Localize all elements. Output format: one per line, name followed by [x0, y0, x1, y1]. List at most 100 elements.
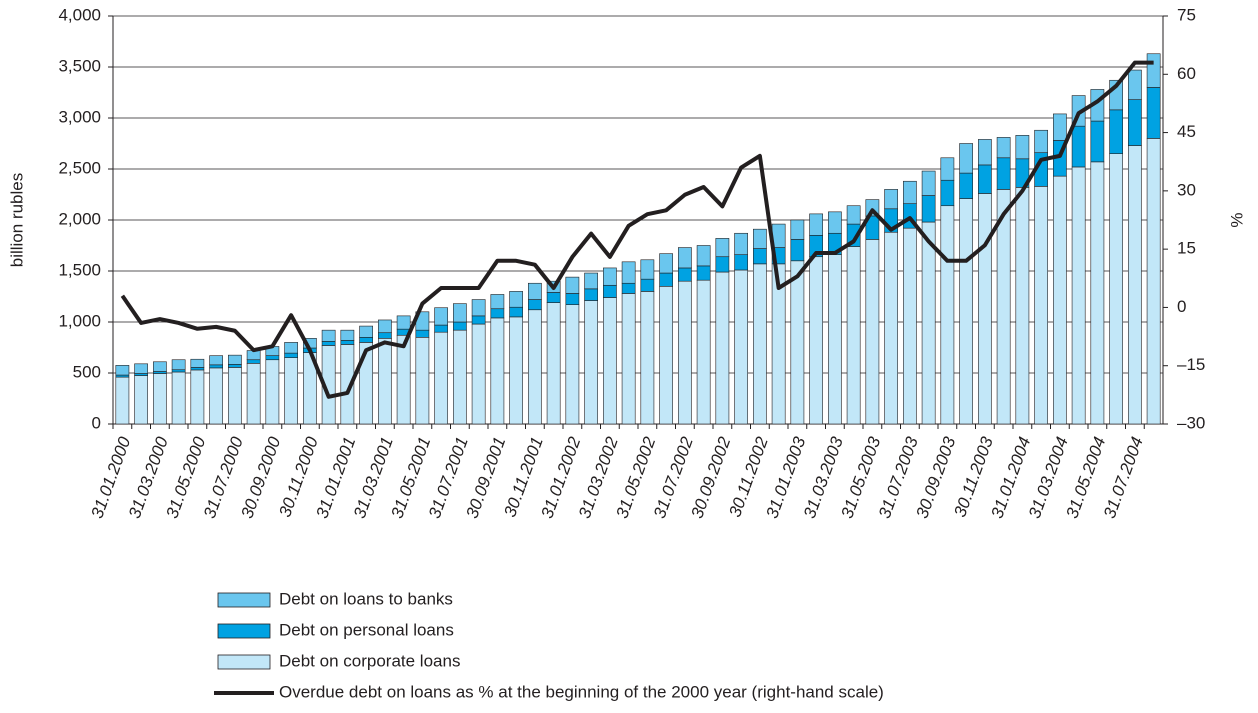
bar-segment — [1034, 186, 1048, 425]
bar-segment — [509, 291, 523, 308]
bar-segment — [490, 317, 505, 425]
bar-segment — [1090, 161, 1105, 425]
bar-segment — [659, 272, 673, 287]
bar-segment — [415, 329, 430, 338]
bar-segment — [434, 331, 448, 425]
bar-segment — [190, 358, 205, 368]
bar-segment — [190, 367, 205, 371]
bar-segment — [1109, 109, 1123, 154]
bar-segment — [621, 261, 636, 284]
legend-swatch — [217, 623, 271, 639]
y-tick-label: 1,500 — [58, 260, 101, 279]
bar-segment — [996, 137, 1011, 159]
bar-segment — [640, 291, 655, 425]
bar-segment — [340, 340, 355, 345]
y2-tick-label: 60 — [1177, 64, 1196, 83]
bar-segment — [246, 363, 261, 425]
bar-segment — [584, 300, 598, 425]
bar-segment — [734, 254, 748, 271]
bar-segment — [753, 248, 767, 265]
bar-segment — [884, 231, 898, 425]
bar-segment — [378, 338, 392, 425]
bar-segment — [228, 367, 242, 425]
bar-segment — [1015, 135, 1030, 160]
bar-segment — [115, 365, 130, 376]
bar-segment — [640, 259, 655, 280]
bar-segment — [696, 245, 711, 267]
bar-segment — [209, 367, 223, 425]
bar-segment — [621, 282, 636, 294]
bar-segment — [678, 267, 692, 282]
bar-segment — [453, 321, 467, 331]
bar-segment — [265, 359, 280, 425]
bar-segment — [1109, 153, 1123, 425]
bar-segment — [1146, 138, 1161, 425]
bar-segment — [809, 213, 823, 236]
bar-segment — [228, 354, 242, 365]
bar-segment — [528, 299, 542, 311]
bar-segment — [434, 324, 448, 333]
bar-segment — [715, 271, 730, 425]
bar-segment — [1015, 187, 1030, 425]
bar-segment — [903, 180, 917, 204]
bar-segment — [678, 280, 692, 425]
bar-segment — [940, 157, 955, 181]
bar-segment — [246, 359, 261, 364]
bar-segment — [115, 374, 130, 378]
bar-segment — [453, 329, 467, 425]
y-tick-label: 0 — [92, 413, 101, 432]
bar-segment — [321, 341, 336, 346]
bar-segment — [959, 143, 973, 174]
line-series — [120, 60, 1154, 399]
y-tick-label: 500 — [73, 362, 101, 381]
bar-segment — [921, 195, 936, 223]
bar-segment — [321, 329, 336, 342]
bar-segment — [959, 172, 973, 199]
legend-label: Overdue debt on loans as % at the beginn… — [279, 682, 884, 701]
bar-segment — [134, 363, 148, 374]
bar-segment — [396, 334, 411, 425]
bar-segment — [153, 371, 167, 374]
bar-segment — [565, 304, 580, 425]
bar-segment — [603, 267, 617, 286]
bar-segment — [471, 299, 486, 317]
bar-segment — [715, 238, 730, 258]
bar-segment — [603, 284, 617, 298]
bar-segment — [284, 357, 298, 425]
y2-tick-label: 75 — [1177, 5, 1196, 24]
bar-segment — [584, 288, 598, 301]
bar-segment — [565, 276, 580, 294]
bar-segment — [471, 323, 486, 425]
bar-segment — [846, 205, 861, 225]
y2-tick-label: 15 — [1177, 239, 1196, 258]
bar-segment — [903, 227, 917, 425]
bar-segment — [978, 193, 992, 425]
bar-segment — [753, 228, 767, 249]
y2-tick-label: 0 — [1177, 297, 1186, 316]
legend-label: Debt on personal loans — [279, 620, 454, 639]
bar-segment — [790, 260, 805, 425]
bar-segment — [471, 315, 486, 325]
bar-segment — [434, 307, 448, 326]
bar-segment — [1128, 145, 1142, 425]
legend-label: Debt on corporate loans — [279, 651, 460, 670]
y-tick-label: 2,000 — [58, 209, 101, 228]
y-tick-label: 4,000 — [58, 5, 101, 24]
bar-segment — [1053, 175, 1067, 425]
y2-tick-label: 30 — [1177, 180, 1196, 199]
bar-segment — [584, 272, 598, 290]
bar-segment — [509, 306, 523, 318]
bar-segment — [209, 364, 223, 369]
bar-segment — [865, 239, 880, 425]
bar-segment — [528, 282, 542, 300]
bar-segment — [996, 157, 1011, 190]
bar-segment — [415, 336, 430, 425]
bar-segment — [209, 355, 223, 366]
bar-segment — [171, 371, 186, 425]
bar-segment — [659, 253, 673, 274]
bar-segment — [1071, 166, 1086, 425]
bar-segment — [359, 336, 373, 343]
bar-segment — [171, 359, 186, 371]
bar-segment — [171, 369, 186, 373]
